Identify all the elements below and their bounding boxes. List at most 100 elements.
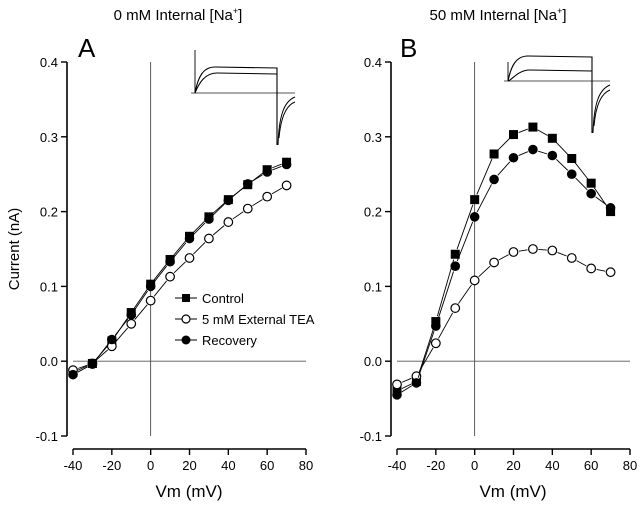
- recovery-point: [204, 214, 214, 224]
- panel-a-title-end: ]: [238, 7, 242, 24]
- y-tick-label: 0.4: [364, 55, 382, 70]
- panel-b-title-end: ]: [562, 7, 566, 24]
- x-tick-label: 40: [221, 458, 235, 473]
- inset-tail-tea: [593, 89, 611, 127]
- x-tick-label: 0: [147, 458, 154, 473]
- series-segment: [538, 248, 547, 251]
- series-segment: [96, 349, 109, 361]
- series-segment: [555, 158, 569, 171]
- series-segment: [518, 151, 529, 157]
- panel-a-inset-traces: [191, 50, 296, 146]
- y-tick-label: -0.1: [360, 429, 382, 444]
- series-segment: [518, 128, 528, 133]
- series-segment: [595, 196, 607, 205]
- panel-b-marks: [392, 122, 616, 400]
- tea-point: [605, 267, 616, 278]
- series-segment: [173, 261, 186, 274]
- series-segment: [114, 318, 129, 336]
- control-point: [489, 149, 499, 159]
- series-segment: [478, 265, 491, 278]
- tea-point: [489, 257, 499, 268]
- tea-point: [242, 203, 253, 214]
- series-segment: [538, 150, 548, 155]
- tea-point: [392, 379, 402, 390]
- inset-tail-control: [592, 84, 611, 134]
- series-segment: [498, 254, 509, 261]
- control-point: [450, 249, 460, 259]
- y-tick-label: 0.1: [364, 279, 382, 294]
- control-point: [528, 122, 538, 132]
- recovery-point: [528, 144, 538, 155]
- series-segment: [458, 284, 472, 304]
- x-tick-label: 80: [623, 458, 637, 473]
- tea-point: [430, 338, 441, 349]
- series-segment: [212, 202, 225, 214]
- series-segment: [576, 260, 587, 267]
- x-tick-label: 20: [506, 458, 520, 473]
- series-segment: [438, 312, 453, 339]
- tea-point: [145, 295, 156, 306]
- recovery-point: [547, 150, 558, 161]
- series-segment: [115, 327, 128, 343]
- control-point: [470, 195, 480, 205]
- series-segment: [272, 163, 282, 169]
- series-segment: [557, 252, 567, 257]
- panel-b-label: B: [400, 33, 417, 63]
- x-tick-label: 60: [260, 458, 274, 473]
- series-segment: [271, 187, 283, 195]
- tea-point: [165, 271, 175, 282]
- panel-b-x-axis-label: Vm (mV): [479, 482, 546, 501]
- series-segment: [212, 203, 225, 216]
- tea-point: [223, 217, 234, 227]
- series-segment: [518, 249, 528, 252]
- control-point: [586, 178, 596, 188]
- series-segment: [153, 263, 168, 281]
- y-tick-label: 0.1: [40, 279, 58, 294]
- legend-item: Control: [175, 291, 244, 306]
- recovery-point: [605, 203, 616, 213]
- recovery-point: [126, 310, 137, 320]
- control-point: [567, 153, 577, 163]
- y-axis-label: Current (nA): [6, 208, 23, 291]
- series-segment: [77, 366, 88, 373]
- tea-point: [547, 245, 558, 256]
- series-segment: [436, 259, 455, 317]
- control-point: [547, 133, 557, 143]
- series-segment: [95, 343, 109, 361]
- series-segment: [574, 162, 589, 180]
- series-segment: [173, 240, 187, 256]
- y-tick-label: -0.1: [36, 429, 58, 444]
- panel-b-axes: -0.1 0.0 0.1 0.2 0.3 0.4 -40 -20 0 20 40 60 80: [360, 55, 638, 473]
- recovery-point: [223, 195, 234, 206]
- x-tick-label: 20: [182, 458, 196, 473]
- series-segment: [476, 184, 492, 213]
- series-segment: [401, 385, 412, 393]
- y-tick-label: 0.4: [40, 55, 58, 70]
- inset-trace-control: [194, 66, 278, 145]
- recovery-point: [392, 390, 402, 400]
- y-tick-label: 0.3: [40, 130, 58, 145]
- inset-tail-tea: [278, 101, 296, 139]
- inset-tail-control: [277, 96, 296, 146]
- legend-open-circle-icon: [181, 314, 191, 324]
- recovery-point: [508, 152, 519, 163]
- recovery-point: [184, 233, 195, 244]
- panel-a: 0 mM Internal [Na+] A Current (nA) Vm (m…: [6, 6, 315, 501]
- series-segment: [77, 365, 88, 371]
- legend-label: Control: [202, 291, 244, 306]
- recovery-point: [145, 281, 156, 292]
- tea-point: [184, 253, 195, 263]
- panel-a-axes: -0.1 0.0 0.1 0.2 0.3 0.4 -40 -20 0 20 40 60 80: [36, 55, 314, 473]
- tea-point: [586, 263, 597, 274]
- control-point: [509, 130, 518, 140]
- series-segment: [417, 331, 435, 378]
- series-segment: [212, 225, 225, 236]
- tea-point: [204, 233, 214, 244]
- y-tick-label: 0.0: [40, 354, 58, 369]
- y-tick-label: 0.0: [364, 354, 382, 369]
- tea-point: [126, 318, 137, 329]
- series-segment: [272, 166, 282, 171]
- x-tick-label: -40: [388, 458, 407, 473]
- recovery-point: [586, 188, 596, 199]
